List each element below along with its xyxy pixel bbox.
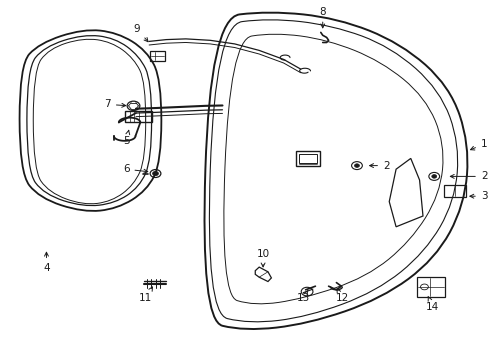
Text: 14: 14 xyxy=(425,296,439,312)
Text: 2: 2 xyxy=(369,161,389,171)
Text: 1: 1 xyxy=(469,139,487,150)
Circle shape xyxy=(431,175,436,178)
Text: 11: 11 xyxy=(139,287,152,303)
Text: 8: 8 xyxy=(319,6,325,28)
Circle shape xyxy=(354,164,359,167)
Circle shape xyxy=(152,171,158,176)
Text: 3: 3 xyxy=(469,191,487,201)
Text: 12: 12 xyxy=(335,289,348,303)
Text: 7: 7 xyxy=(104,99,125,109)
Text: 5: 5 xyxy=(122,130,129,146)
Text: 4: 4 xyxy=(43,252,50,273)
Text: 2: 2 xyxy=(449,171,487,181)
Text: 13: 13 xyxy=(296,290,309,303)
Text: 6: 6 xyxy=(122,164,147,174)
Text: 9: 9 xyxy=(133,24,148,42)
Text: 10: 10 xyxy=(256,249,269,267)
